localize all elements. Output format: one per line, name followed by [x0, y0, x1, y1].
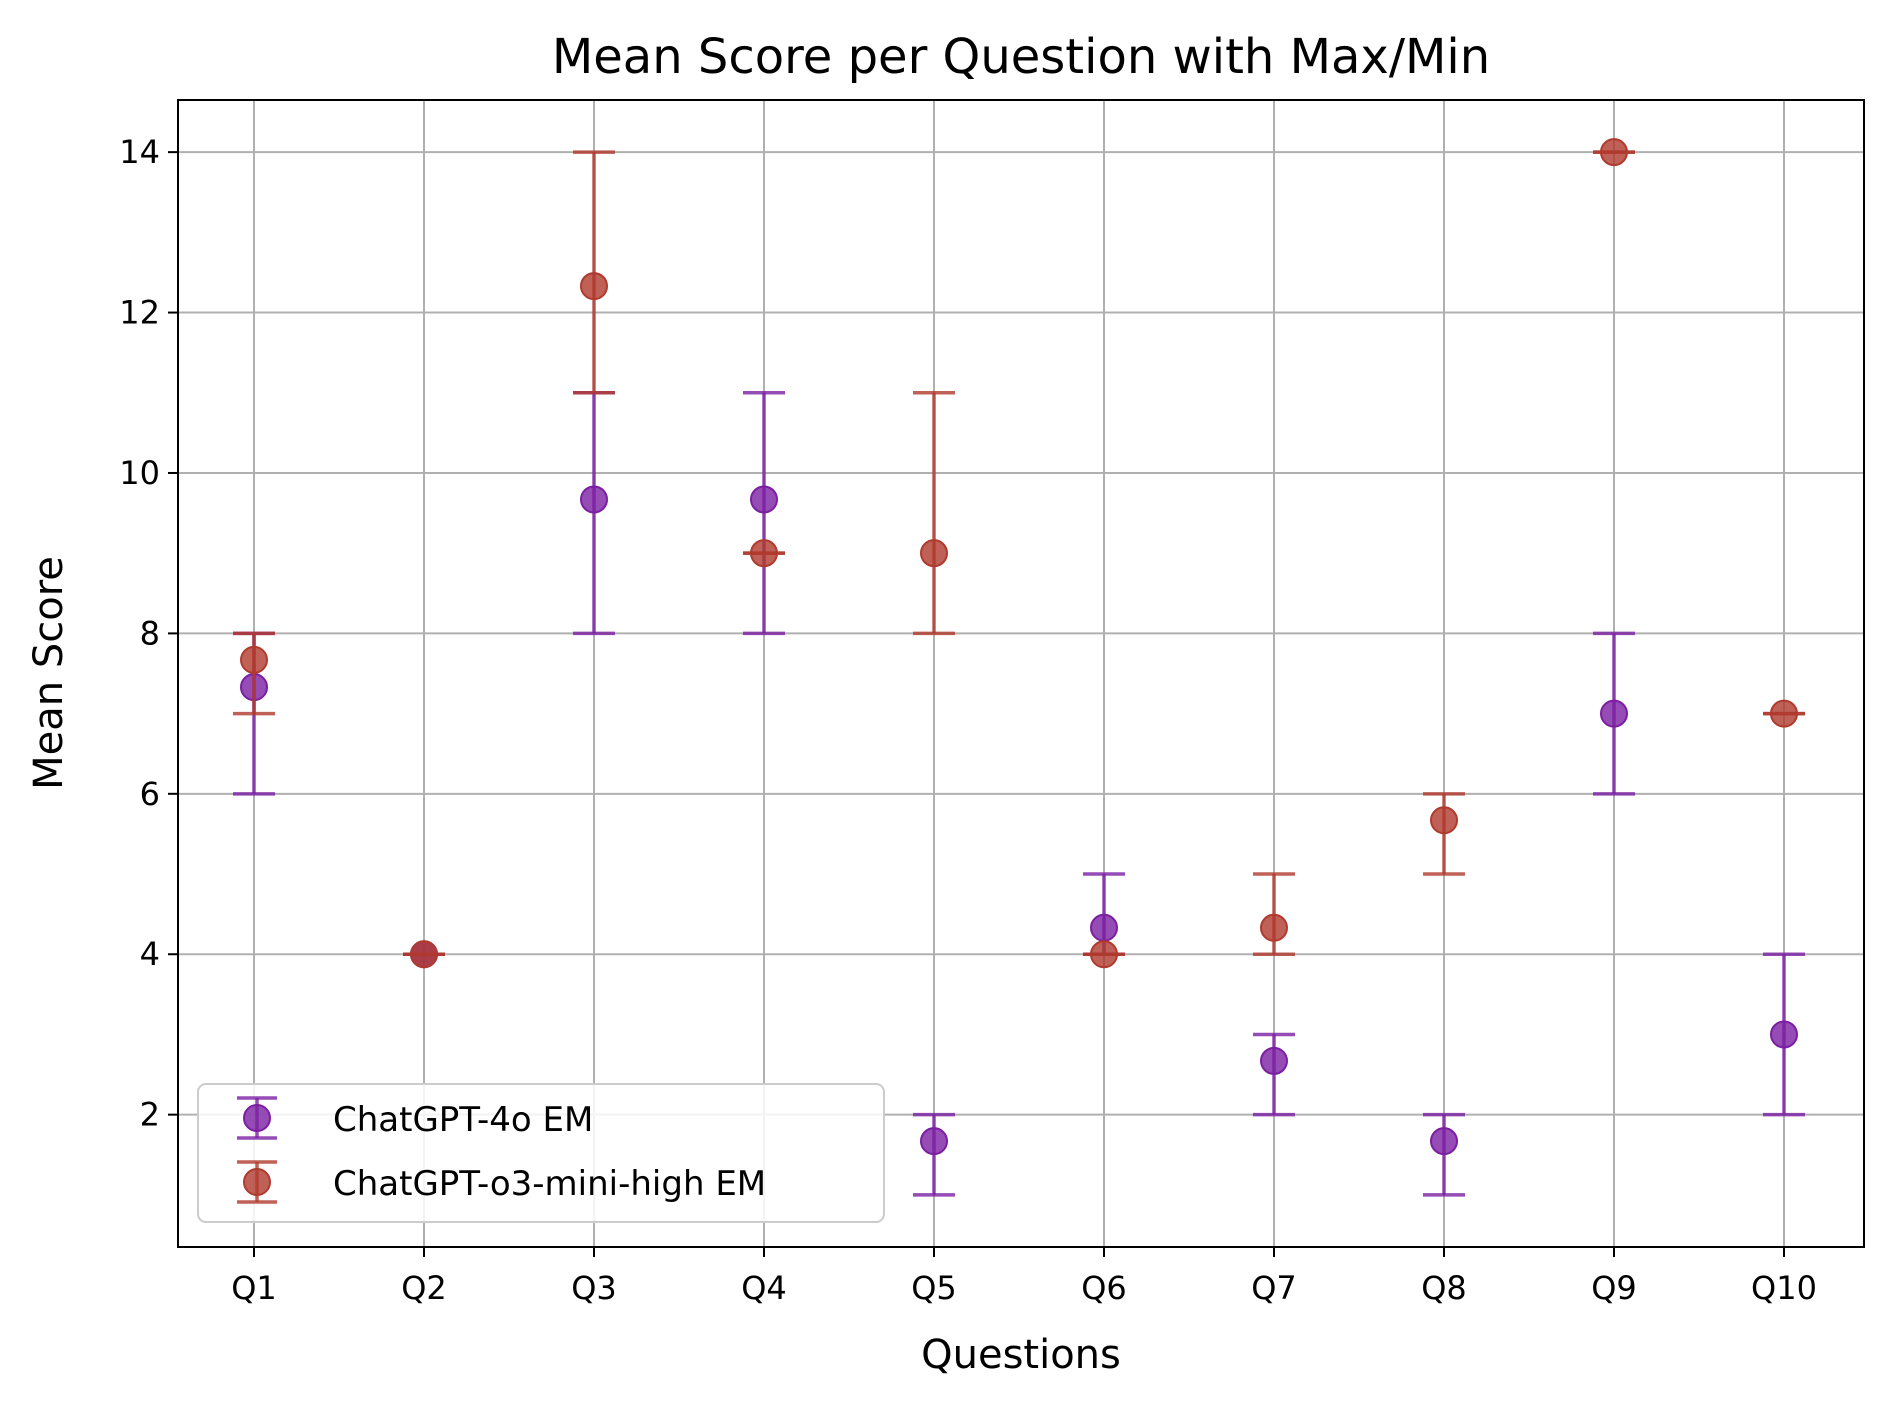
data-point [1260, 1046, 1288, 1075]
x-tick-label: Q5 [911, 1269, 957, 1307]
legend-box [197, 1083, 885, 1223]
data-point [410, 940, 438, 969]
data-point [1770, 699, 1798, 728]
x-tick-label: Q4 [741, 1269, 787, 1307]
legend-point [243, 1104, 271, 1132]
x-tick-label: Q1 [231, 1269, 277, 1307]
data-series [233, 138, 1805, 1197]
x-tick-label: Q2 [401, 1269, 447, 1307]
legend-marker-chatgpt-4o [237, 1096, 277, 1140]
y-tick-label: 14 [119, 133, 160, 171]
data-point [750, 539, 778, 568]
y-tick-label: 10 [119, 454, 160, 492]
chart-title: Mean Score per Question with Max/Min [552, 29, 1490, 85]
x-tick-label: Q10 [1751, 1269, 1817, 1307]
data-point [580, 485, 608, 514]
y-tick-label: 2 [140, 1096, 160, 1134]
y-tick-label: 6 [140, 775, 160, 813]
x-tick-label: Q7 [1251, 1269, 1297, 1307]
legend: ChatGPT-4o EM ChatGPT-o3-mini-high EM [197, 1083, 885, 1223]
data-point [750, 485, 778, 514]
data-point [1090, 913, 1118, 942]
data-point [1090, 940, 1118, 969]
plot-frame [177, 99, 1865, 1248]
x-tick-label: Q6 [1081, 1269, 1127, 1307]
data-point [1430, 806, 1458, 835]
x-tick-label: Q3 [571, 1269, 617, 1307]
legend-label-chatgpt-o3-mini-high: ChatGPT-o3-mini-high EM [333, 1164, 766, 1204]
grid-lines [178, 100, 1864, 1247]
x-axis-ticks: Q1 Q2 Q3 Q4 Q5 Q6 Q7 Q8 Q9 Q10 [231, 1247, 1817, 1307]
data-point [240, 645, 268, 674]
legend-point [243, 1168, 271, 1196]
data-point [1260, 913, 1288, 942]
data-point [1600, 138, 1628, 167]
y-axis-ticks: 2 4 6 8 10 12 14 [119, 133, 178, 1134]
series-1 [233, 138, 1805, 969]
data-point [1430, 1127, 1458, 1156]
legend-marker-chatgpt-o3-mini-high [237, 1160, 277, 1204]
data-point [920, 539, 948, 568]
y-axis-label: Mean Score [26, 556, 72, 790]
x-tick-label: Q9 [1591, 1269, 1637, 1307]
data-point [920, 1127, 948, 1156]
legend-label-chatgpt-4o: ChatGPT-4o EM [333, 1100, 593, 1140]
x-tick-label: Q8 [1421, 1269, 1467, 1307]
data-point [1770, 1020, 1798, 1049]
x-axis-label: Questions [921, 1332, 1121, 1378]
data-point [580, 272, 608, 301]
y-tick-label: 12 [119, 294, 160, 332]
y-tick-label: 4 [140, 935, 160, 973]
data-point [1600, 699, 1628, 728]
y-tick-label: 8 [140, 614, 160, 652]
